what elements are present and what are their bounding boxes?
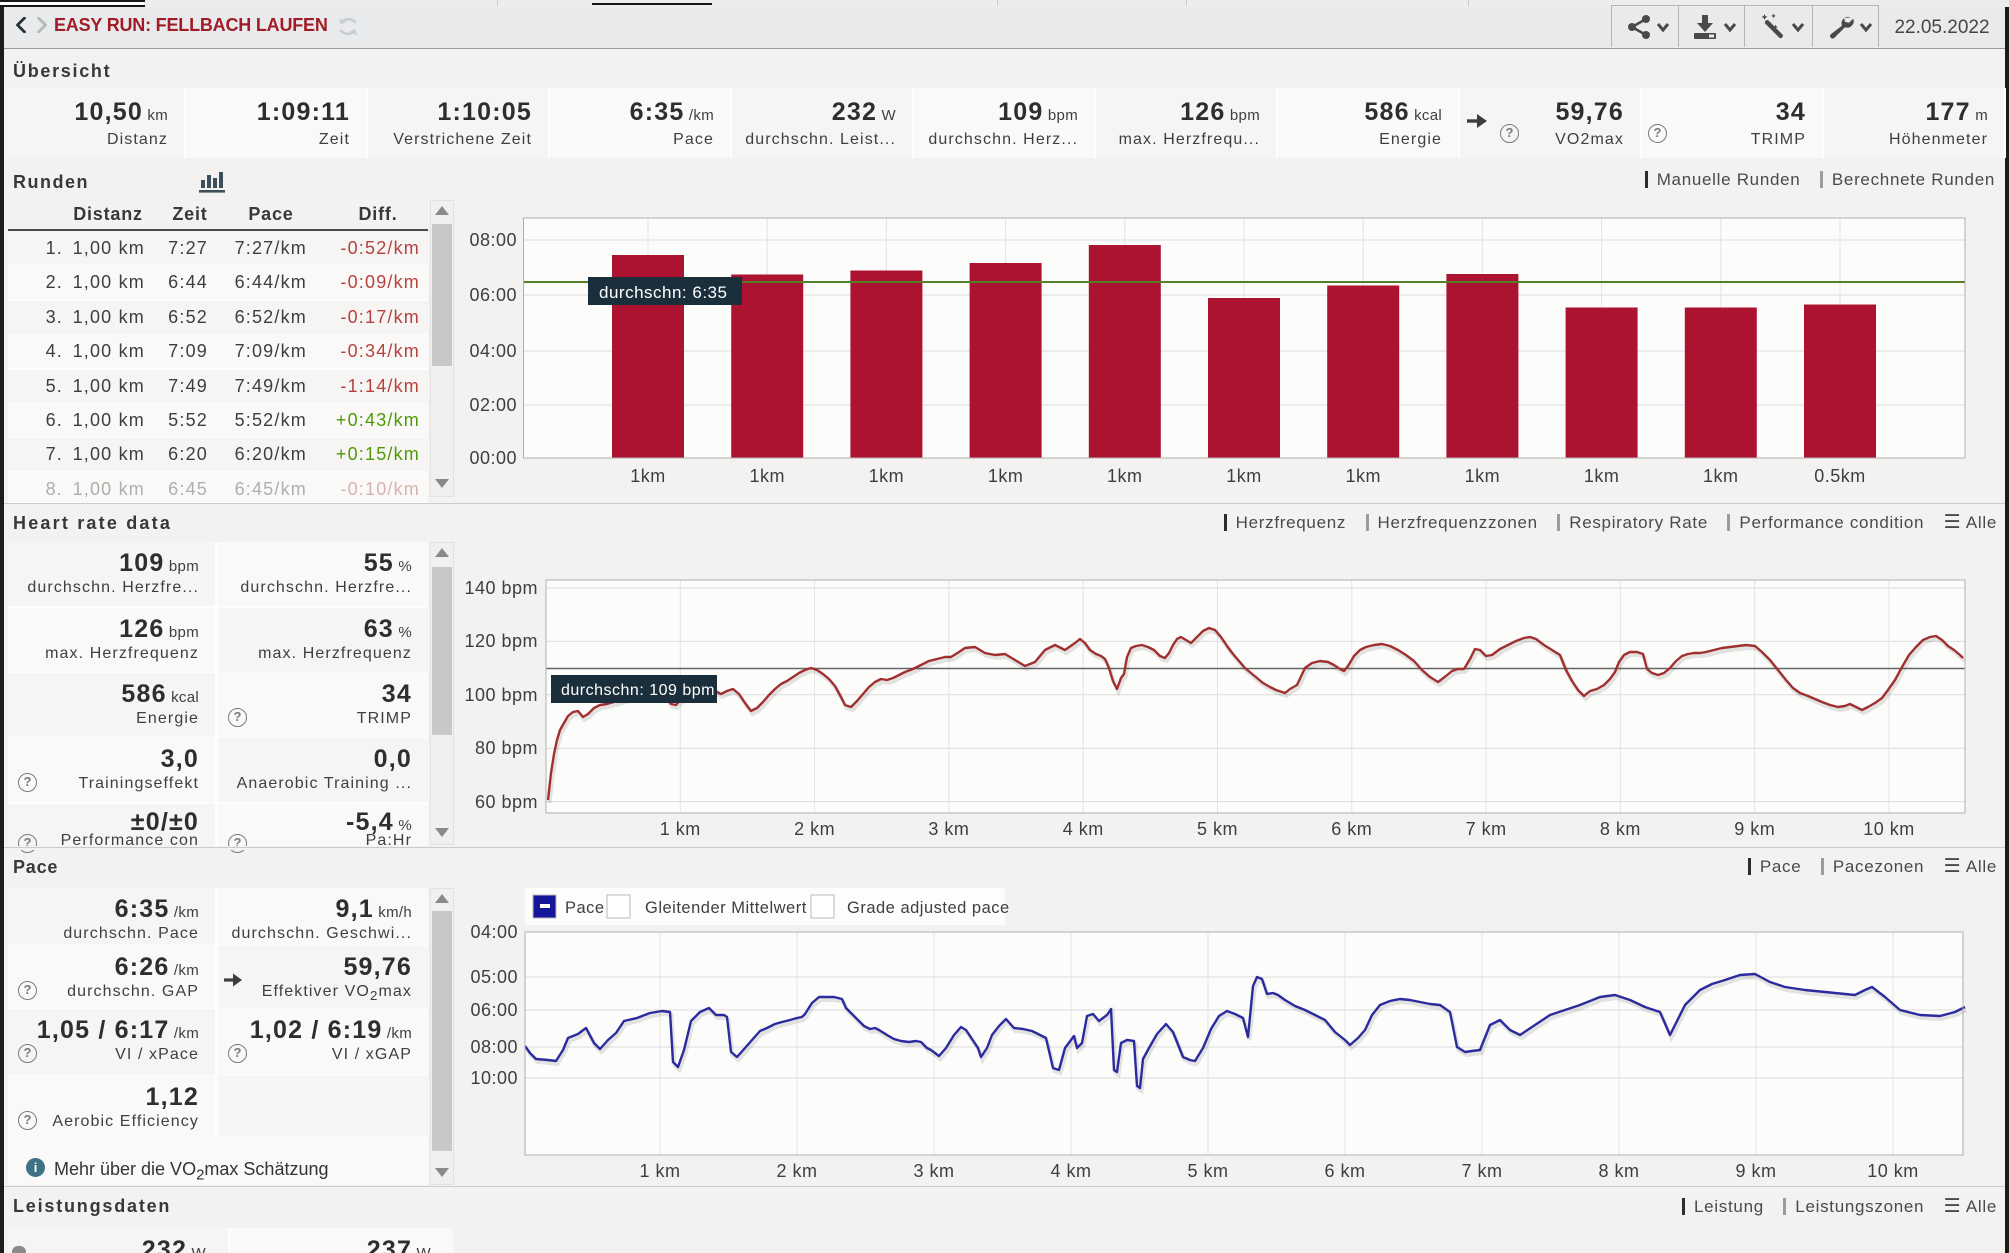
svg-text:04:00: 04:00 [470,922,518,942]
svg-text:3 km: 3 km [913,1161,954,1181]
svg-text:1 km: 1 km [660,819,701,839]
svg-text:140 bpm: 140 bpm [464,578,538,598]
svg-text:0.5km: 0.5km [1814,466,1866,486]
svg-text:1km: 1km [1465,466,1501,486]
svg-text:5 km: 5 km [1187,1161,1228,1181]
svg-text:120 bpm: 120 bpm [464,631,538,651]
svg-text:6 km: 6 km [1331,819,1372,839]
svg-text:4 km: 4 km [1063,819,1104,839]
svg-text:durchschn: 6:35: durchschn: 6:35 [599,283,727,302]
svg-text:60 bpm: 60 bpm [475,792,538,812]
svg-text:1km: 1km [1107,466,1143,486]
svg-text:1km: 1km [1584,466,1620,486]
svg-text:05:00: 05:00 [470,967,518,987]
svg-text:2 km: 2 km [794,819,835,839]
svg-text:08:00: 08:00 [470,1037,518,1057]
svg-text:1km: 1km [1703,466,1739,486]
svg-text:2 km: 2 km [776,1161,817,1181]
svg-text:1km: 1km [630,466,666,486]
svg-text:10:00: 10:00 [470,1068,518,1088]
svg-text:1 km: 1 km [639,1161,680,1181]
svg-text:durchschn: 109 bpm: durchschn: 109 bpm [561,682,715,699]
svg-text:80 bpm: 80 bpm [475,738,538,758]
svg-text:1km: 1km [988,466,1024,486]
svg-text:100 bpm: 100 bpm [464,685,538,705]
svg-text:Grade adjusted pace: Grade adjusted pace [847,899,1010,917]
svg-text:04:00: 04:00 [469,341,517,361]
svg-text:1km: 1km [1226,466,1262,486]
svg-text:Gleitender Mittelwert: Gleitender Mittelwert [645,899,807,917]
svg-text:6 km: 6 km [1324,1161,1365,1181]
svg-text:1km: 1km [1345,466,1381,486]
svg-text:08:00: 08:00 [469,230,517,250]
svg-text:1km: 1km [749,466,785,486]
svg-text:3 km: 3 km [928,819,969,839]
svg-text:8 km: 8 km [1598,1161,1639,1181]
svg-text:4 km: 4 km [1050,1161,1091,1181]
svg-text:06:00: 06:00 [470,1000,518,1020]
svg-text:8 km: 8 km [1600,819,1641,839]
svg-text:10 km: 10 km [1867,1161,1919,1181]
svg-text:06:00: 06:00 [469,285,517,305]
svg-text:9 km: 9 km [1735,1161,1776,1181]
svg-text:7 km: 7 km [1461,1161,1502,1181]
svg-text:02:00: 02:00 [469,395,517,415]
svg-text:7 km: 7 km [1466,819,1507,839]
svg-text:00:00: 00:00 [469,448,517,468]
svg-text:1km: 1km [869,466,905,486]
svg-text:10 km: 10 km [1863,819,1915,839]
svg-text:Pace: Pace [565,899,605,917]
svg-text:5 km: 5 km [1197,819,1238,839]
svg-text:9 km: 9 km [1734,819,1775,839]
